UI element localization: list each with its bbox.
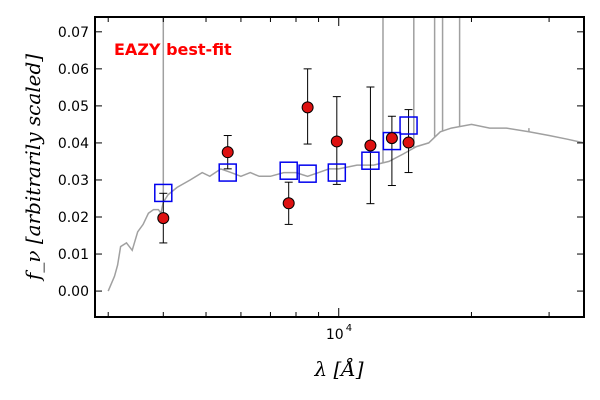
x-axis-label: λ [Å] [313,356,363,381]
y-tick-label: 0.05 [58,99,89,115]
observed-flux-point [402,136,415,149]
y-tick-label: 0.07 [58,25,89,41]
x-tick-label: 10 [326,327,344,343]
y-tick-label: 0.00 [58,284,89,300]
observed-flux-point [330,135,343,148]
observed-flux-point [157,212,170,225]
observed-flux-point [282,197,295,210]
observed-flux-point [364,139,377,152]
model-flux-square [218,163,237,182]
y-tick-label: 0.01 [58,247,89,263]
model-flux-square [154,183,173,203]
y-axis-label: f_ν [arbitrarily scaled] [21,54,45,282]
y-tick-label: 0.06 [58,62,89,78]
model-flux-square [279,161,298,180]
y-tick-label: 0.03 [58,173,89,189]
model-flux-square [327,163,347,182]
model-flux-square [399,116,418,135]
model-flux-square [361,151,380,170]
y-tick-label: 0.02 [58,210,89,226]
annotation-label: EAZY best-fit [114,40,232,59]
plot-frame [94,16,585,318]
observed-flux-point [221,146,234,159]
x-tick-exponent: 4 [346,323,352,334]
y-tick-label: 0.04 [58,136,89,152]
template-spectrum-line [107,123,584,292]
observed-flux-point [301,101,314,114]
model-flux-square [298,164,317,183]
observed-flux-point [385,132,398,145]
